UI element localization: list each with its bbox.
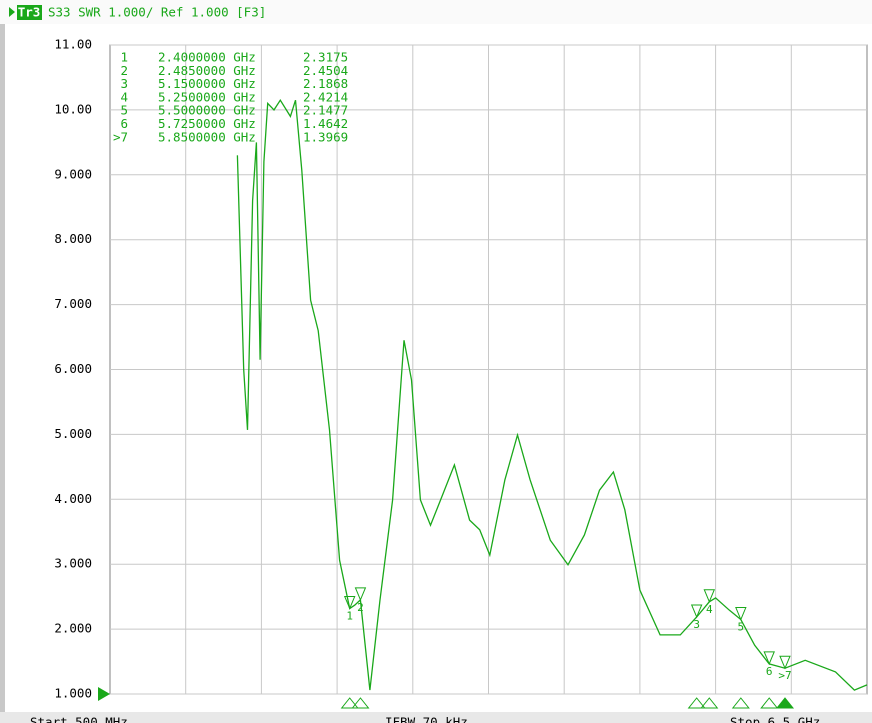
chart-title: S33 SWR 1.000/ Ref 1.000 [F3] <box>48 5 266 20</box>
marker-stimulus-triangle <box>687 697 706 709</box>
marker-stimulus-triangle <box>760 697 779 709</box>
y-tick-label: 10.00 <box>54 101 92 116</box>
active-trace-arrow <box>9 7 15 17</box>
y-tick-label: 9.000 <box>54 166 92 181</box>
marker-row-freq: 5.7250000 GHz <box>158 116 256 131</box>
marker-row-id: 4 <box>120 89 128 104</box>
marker-triangle <box>779 655 791 670</box>
marker-row-freq: 5.2500000 GHz <box>158 89 256 104</box>
y-tick-label: 2.000 <box>54 621 92 636</box>
y-tick-label: 11.00 <box>54 37 92 52</box>
y-tick-label: 5.000 <box>54 426 92 441</box>
marker-row-value: 2.1868 <box>303 76 348 91</box>
marker-number: 6 <box>766 665 773 678</box>
marker-triangle <box>703 589 716 604</box>
marker-row-value: 1.4642 <box>303 116 348 131</box>
y-tick-label: 1.000 <box>54 686 92 701</box>
marker-row-value: 2.4504 <box>303 63 348 78</box>
marker-number: 2 <box>357 601 364 614</box>
marker-stimulus-triangle <box>775 697 795 709</box>
frame-left <box>0 0 5 723</box>
header-bar <box>0 0 872 24</box>
marker-triangle <box>735 607 747 621</box>
marker-row-freq: 5.5000000 GHz <box>158 103 256 118</box>
marker-row-id: >7 <box>113 129 128 144</box>
marker-row-id: 6 <box>120 116 128 131</box>
marker-row-freq: 2.4000000 GHz <box>158 50 256 65</box>
y-tick-label: 6.000 <box>54 361 92 376</box>
marker-row-id: 3 <box>120 76 128 91</box>
marker-number: 3 <box>693 618 700 631</box>
y-tick-label: 7.000 <box>54 296 92 311</box>
marker-number: 1 <box>346 609 353 622</box>
marker-row-value: 2.1477 <box>303 103 348 118</box>
marker-triangle <box>343 595 356 610</box>
marker-stimulus-triangle <box>731 697 750 709</box>
marker-stimulus-triangle <box>340 697 359 709</box>
y-tick-label: 4.000 <box>54 491 92 506</box>
footer-text: Start 500 MHz <box>30 715 128 723</box>
trace-badge: Tr3 <box>18 5 41 20</box>
marker-row-value: 1.3969 <box>303 129 348 144</box>
trace-badge-bg <box>17 5 42 20</box>
marker-triangle <box>763 651 775 666</box>
marker-row-value: 2.3175 <box>303 50 348 65</box>
marker-stimulus-triangle <box>351 697 370 709</box>
footer-bar <box>0 712 872 723</box>
marker-row-id: 1 <box>120 50 128 65</box>
reference-marker <box>98 687 110 701</box>
y-tick-label: 3.000 <box>54 556 92 571</box>
marker-number: 4 <box>706 603 713 616</box>
trace <box>236 98 868 691</box>
marker-row-id: 5 <box>120 103 128 118</box>
footer-text: Stop 6.5 GHz <box>730 715 820 723</box>
y-tick-label: 8.000 <box>54 231 92 246</box>
marker-triangle <box>354 587 367 602</box>
marker-triangle <box>690 604 703 619</box>
footer-text: IFBW 70 kHz <box>385 715 468 723</box>
marker-row-id: 2 <box>120 63 128 78</box>
marker-number: 5 <box>738 621 745 634</box>
marker-number: >7 <box>778 669 791 682</box>
marker-row-freq: 5.8500000 GHz <box>158 129 256 144</box>
marker-row-freq: 5.1500000 GHz <box>158 76 256 91</box>
marker-row-value: 2.4214 <box>303 89 348 104</box>
marker-row-freq: 2.4850000 GHz <box>158 63 256 78</box>
marker-stimulus-triangle <box>700 697 719 709</box>
